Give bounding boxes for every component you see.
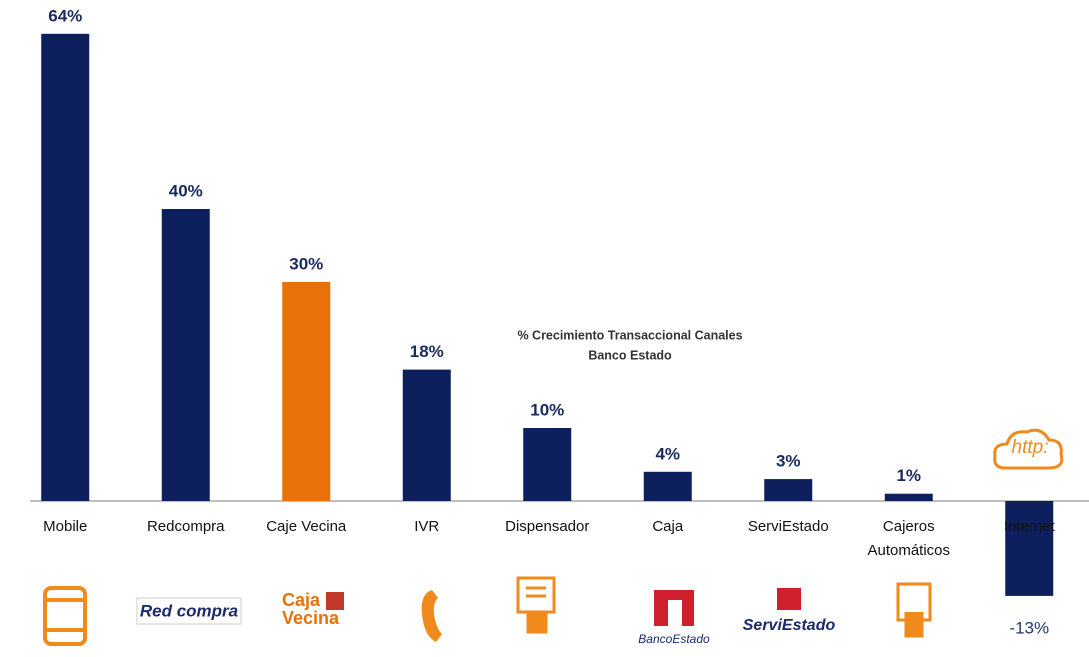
value-label: -13% (1009, 618, 1049, 637)
logo-text: Red compra (140, 601, 238, 620)
icon-mobile (43, 586, 87, 646)
x-tick-label: ServiEstado (748, 518, 829, 535)
x-tick-label: Automáticos (867, 542, 950, 559)
icon-phone (421, 590, 442, 642)
logo-serviestado: ServiEstado (743, 588, 836, 634)
logo-text: http: (1012, 437, 1049, 458)
logo-text: BancoEstado (638, 632, 710, 646)
x-tick-label: Dispensador (505, 518, 589, 535)
x-tick-label: IVR (414, 518, 439, 535)
value-label: 1% (896, 466, 921, 485)
value-label: 18% (410, 342, 444, 361)
x-tick-label: Mobile (43, 518, 87, 535)
bar (764, 479, 813, 501)
logo-bancoestado: BancoEstado (638, 590, 710, 646)
bar (523, 428, 572, 501)
x-tick-label: Cajeros (883, 518, 935, 535)
icon-atm (896, 582, 932, 638)
bar (1005, 501, 1054, 596)
logo-text: Vecina (282, 608, 340, 628)
logo-text: ServiEstado (743, 617, 836, 634)
logo-caja-vecina: Caja Vecina (282, 590, 344, 628)
value-label: 4% (655, 444, 680, 463)
value-label: 30% (289, 254, 323, 273)
bar (643, 471, 692, 501)
x-tick-label: Caja (652, 518, 684, 535)
bar (41, 33, 90, 502)
value-label: 40% (169, 181, 203, 200)
icon-http: http: (993, 428, 1064, 470)
logo-text: Caja (282, 590, 321, 610)
chart-title: Banco Estado (588, 348, 672, 362)
logo-redcompra: Red compra (136, 597, 242, 625)
x-tick-label: Caje Vecina (266, 518, 347, 535)
x-tick-label: Redcompra (147, 518, 225, 535)
bar (884, 493, 933, 501)
bar (402, 369, 451, 501)
bar (161, 209, 210, 501)
icon-dispenser (516, 576, 556, 634)
value-label: 64% (48, 6, 82, 25)
value-label: 3% (776, 452, 801, 471)
value-label: 10% (530, 400, 564, 419)
bar (282, 282, 331, 501)
x-tick-label: Internet (1004, 518, 1056, 535)
chart-title: % Crecimiento Transaccional Canales (517, 328, 742, 342)
